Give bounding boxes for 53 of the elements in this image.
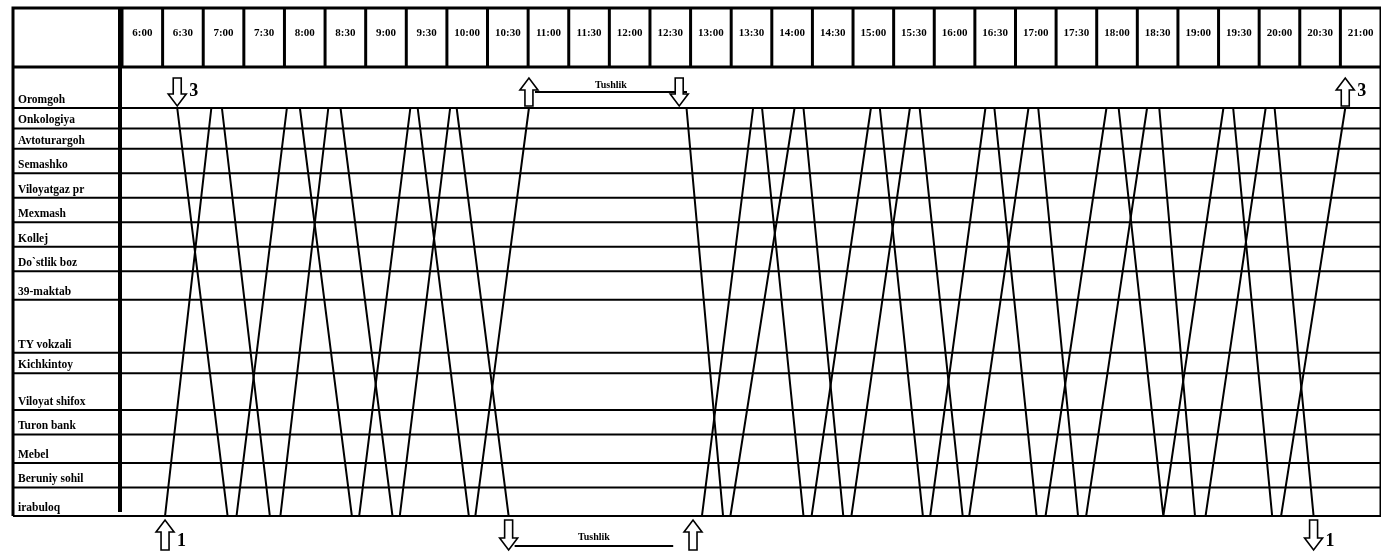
x-tick-label: 18:00 bbox=[1104, 26, 1131, 38]
x-tick-label: 11:30 bbox=[576, 26, 603, 38]
ref-line-label: irabuloq bbox=[18, 501, 61, 514]
ref-line-label: Do`stlik boz bbox=[18, 256, 78, 269]
x-tick-label: 20:30 bbox=[1307, 26, 1334, 38]
x-tick-label: 11:00 bbox=[535, 26, 562, 38]
ref-line-label: Kichkintoy bbox=[18, 358, 74, 372]
x-tick-label: 17:00 bbox=[1022, 26, 1050, 38]
x-tick-label: 19:00 bbox=[1185, 26, 1212, 38]
legend-label: 3 bbox=[189, 80, 199, 100]
x-tick-label: 6:00 bbox=[132, 26, 153, 38]
x-tick-label: 16:00 bbox=[941, 26, 968, 38]
x-tick-label: 14:30 bbox=[819, 26, 847, 38]
x-tick-label: 19:30 bbox=[1226, 26, 1253, 38]
x-tick-label: 13:30 bbox=[738, 26, 765, 38]
x-tick-label: 15:00 bbox=[860, 26, 887, 38]
ref-line-label: Viloyatgaz pr bbox=[18, 182, 85, 196]
x-tick-label: 21:00 bbox=[1347, 26, 1375, 38]
ref-line-label: Turon bank bbox=[18, 419, 77, 432]
legend-label: 1 bbox=[177, 530, 187, 550]
ref-line-label: Semashko bbox=[18, 158, 69, 171]
ref-line-label: Mebel bbox=[18, 447, 49, 460]
ref-line-label: Kollej bbox=[18, 231, 49, 245]
x-tick-label: 18:30 bbox=[1144, 26, 1171, 38]
x-tick-label: 15:30 bbox=[901, 26, 928, 38]
x-tick-label: 8:30 bbox=[335, 26, 356, 38]
x-tick-label: 8:00 bbox=[294, 26, 316, 38]
x-tick-label: 9:30 bbox=[416, 26, 438, 38]
x-tick-label: 12:30 bbox=[657, 26, 684, 38]
x-tick-label: 12:00 bbox=[616, 26, 643, 38]
ref-line-label: Mexmash bbox=[18, 207, 67, 220]
text: 1 bbox=[1325, 530, 1335, 550]
x-tick-label: 20:00 bbox=[1266, 26, 1293, 38]
ref-line-label: Onkologiya bbox=[18, 113, 76, 127]
text: Tushlik bbox=[577, 531, 611, 542]
x-tick-label: 16:30 bbox=[982, 26, 1009, 38]
x-tick-label: 9:00 bbox=[375, 26, 397, 38]
text: 3 bbox=[1357, 80, 1367, 100]
x-tick-label: 7:00 bbox=[213, 26, 235, 38]
x-tick-label: 14:00 bbox=[779, 26, 806, 38]
ref-line-label: Viloyat shifox bbox=[18, 394, 86, 408]
x-tick-label: 6:30 bbox=[172, 26, 194, 38]
x-tick-label: 17:30 bbox=[1063, 26, 1090, 38]
ref-line-label: Avtoturargoh bbox=[18, 133, 86, 147]
x-tick-label: 10:30 bbox=[494, 26, 522, 38]
text: Tushlik bbox=[595, 79, 628, 90]
ref-line-label: TY vokzali bbox=[18, 337, 73, 350]
x-tick-label: 13:00 bbox=[698, 26, 725, 38]
ref-line-label: 39-maktab bbox=[18, 284, 72, 297]
x-tick-label: 7:30 bbox=[254, 26, 275, 38]
ref-line-label: Oromgoh bbox=[18, 93, 66, 106]
x-tick-label: 10:00 bbox=[454, 26, 481, 38]
ref-line-label: Beruniy sohil bbox=[18, 472, 84, 486]
